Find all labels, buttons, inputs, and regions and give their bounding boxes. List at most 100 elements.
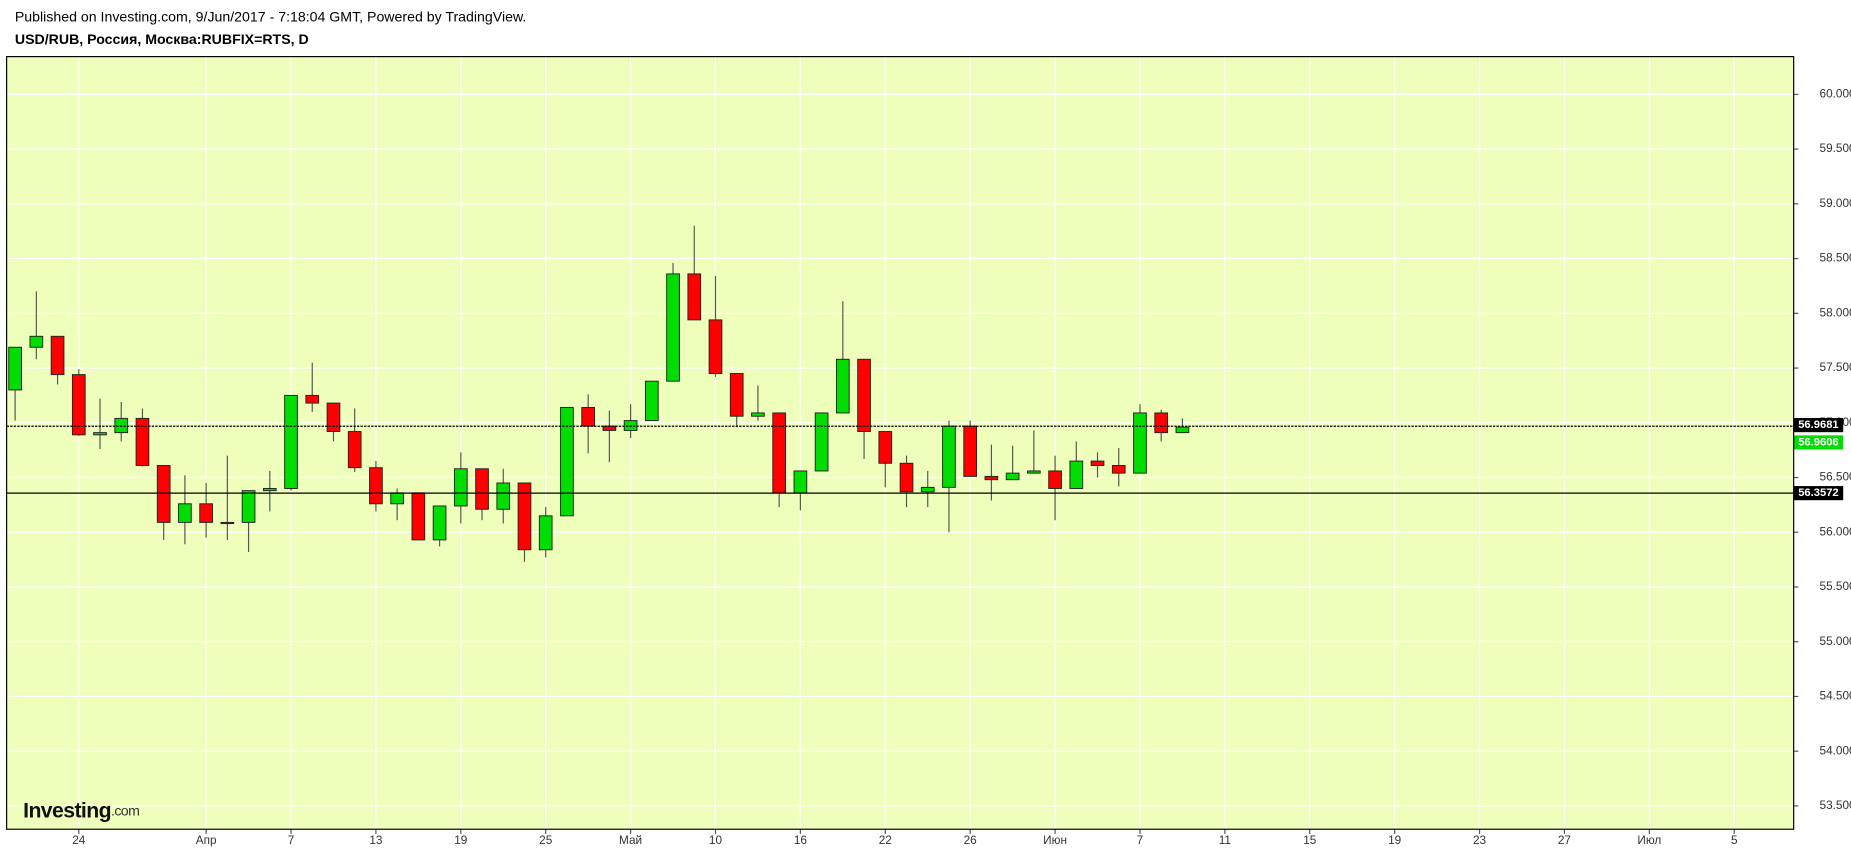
candle-body bbox=[729, 373, 744, 417]
candle-body bbox=[1133, 412, 1147, 474]
logo-suffix: .com bbox=[111, 802, 139, 818]
x-tick-label: 7 bbox=[288, 834, 295, 847]
candle-body bbox=[432, 505, 447, 541]
candle-body bbox=[793, 470, 808, 494]
x-tick-label: 10 bbox=[709, 834, 723, 847]
candle-body bbox=[156, 465, 171, 523]
candle-body bbox=[241, 490, 256, 523]
candle-body bbox=[1069, 460, 1084, 489]
y-tick-label: 53.5000 bbox=[1820, 799, 1851, 812]
y-tick-label: 58.5000 bbox=[1820, 252, 1851, 265]
candle-body bbox=[1175, 426, 1190, 434]
candle-body bbox=[644, 380, 659, 422]
x-tick-label: 13 bbox=[369, 834, 383, 847]
candle-body bbox=[326, 402, 341, 433]
candle-body bbox=[772, 412, 787, 494]
candle-body bbox=[708, 319, 723, 374]
candle-body bbox=[1048, 470, 1062, 489]
x-tick-label: 5 bbox=[1731, 834, 1738, 847]
y-tick-label: 60.0000 bbox=[1820, 87, 1851, 100]
candle-body bbox=[878, 431, 893, 464]
x-tick-label: 24 bbox=[72, 834, 86, 847]
x-tick-label: Май bbox=[619, 834, 642, 847]
candle-body bbox=[984, 475, 999, 481]
candle-body bbox=[369, 467, 383, 505]
candle-body bbox=[220, 521, 235, 525]
candle-body bbox=[857, 358, 871, 433]
candle-body bbox=[814, 412, 829, 472]
candle-body bbox=[135, 417, 150, 466]
candle-body bbox=[920, 486, 935, 493]
x-tick-label: 7 bbox=[1137, 834, 1144, 847]
candle-body bbox=[178, 503, 192, 523]
plot-frame bbox=[6, 56, 1795, 830]
x-tick-label: 19 bbox=[1388, 834, 1401, 847]
candle-body bbox=[899, 462, 914, 493]
logo: Investing.com bbox=[23, 799, 139, 822]
price-tag bbox=[1793, 418, 1844, 433]
x-tick-label: 22 bbox=[879, 834, 892, 847]
y-tick-label: 56.0000 bbox=[1820, 525, 1851, 538]
candle-body bbox=[29, 335, 44, 348]
candle-body bbox=[1090, 460, 1105, 466]
x-tick-label: Июл bbox=[1637, 834, 1661, 847]
candle-body bbox=[835, 358, 850, 414]
candle-body bbox=[560, 406, 574, 517]
y-tick-label: 55.0000 bbox=[1820, 635, 1851, 648]
candle-body bbox=[475, 468, 489, 510]
y-tick-label: 56.5000 bbox=[1820, 471, 1851, 484]
candle-body bbox=[284, 394, 298, 489]
plot-background bbox=[6, 56, 1794, 830]
candle-body bbox=[114, 417, 129, 434]
candle-body bbox=[50, 335, 65, 376]
candle-body bbox=[581, 406, 595, 427]
candle-body bbox=[538, 515, 553, 551]
y-tick-label: 55.5000 bbox=[1820, 580, 1851, 593]
y-tick-label: 57.5000 bbox=[1820, 361, 1851, 374]
price-tag bbox=[1793, 486, 1844, 501]
candle-body bbox=[666, 273, 680, 382]
price-tag-label: 56.3572 bbox=[1798, 487, 1838, 499]
candle-body bbox=[8, 346, 22, 391]
x-tick-label: 11 bbox=[1219, 834, 1231, 847]
candle-body bbox=[623, 420, 638, 431]
y-tick-label: 59.5000 bbox=[1820, 142, 1851, 155]
candle-body bbox=[1005, 472, 1020, 481]
price-tag-label: 56.9681 bbox=[1798, 419, 1838, 431]
candle-body bbox=[496, 482, 511, 510]
y-tick-label: 54.0000 bbox=[1820, 744, 1851, 757]
candle-body bbox=[687, 273, 702, 321]
candle-body bbox=[305, 394, 320, 404]
x-tick-label: 16 bbox=[794, 834, 808, 847]
x-tick-label: Июн bbox=[1043, 834, 1067, 847]
candle-body bbox=[1154, 412, 1169, 434]
y-tick-label: 54.5000 bbox=[1820, 690, 1851, 703]
candle-body bbox=[1111, 465, 1126, 474]
x-tick-label: 26 bbox=[964, 834, 978, 847]
x-tick-label: 25 bbox=[539, 834, 553, 847]
candle-body bbox=[390, 492, 404, 505]
x-tick-label: 23 bbox=[1473, 834, 1487, 847]
published: Published on Investing.com, 9/Jun/2017 -… bbox=[15, 8, 526, 24]
candle-body bbox=[751, 412, 765, 417]
x-tick-label: 15 bbox=[1303, 834, 1317, 847]
candle-body bbox=[963, 425, 978, 477]
chart-title: USD/RUB, Россия, Москва:RUBFIX=RTS, D bbox=[15, 31, 309, 47]
y-tick-label: 59.0000 bbox=[1820, 197, 1851, 210]
x-tick-label: Апр bbox=[196, 834, 217, 847]
candle-body bbox=[453, 468, 468, 507]
candle-body bbox=[942, 425, 956, 488]
x-tick-label: 19 bbox=[454, 834, 467, 847]
logo-name: Investing bbox=[23, 799, 111, 822]
candle-body bbox=[347, 431, 362, 469]
candle-body bbox=[71, 374, 86, 436]
price-tag-label: 56.9606 bbox=[1798, 436, 1838, 448]
candle-body bbox=[199, 503, 213, 523]
candle-body bbox=[93, 432, 107, 436]
candle-body bbox=[411, 492, 426, 541]
candle-body bbox=[517, 482, 532, 551]
x-tick-label: 27 bbox=[1558, 834, 1571, 847]
candle-body bbox=[1027, 470, 1041, 474]
candle-body bbox=[262, 487, 277, 492]
